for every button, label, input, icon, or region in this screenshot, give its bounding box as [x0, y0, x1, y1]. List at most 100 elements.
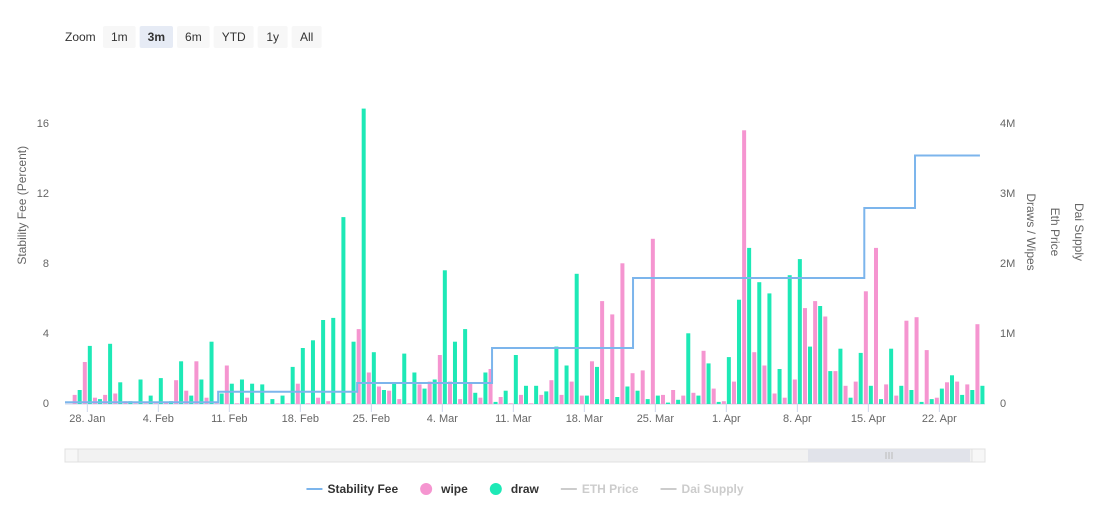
legend-label[interactable]: ETH Price: [582, 482, 639, 496]
bar: [143, 403, 148, 404]
bar: [620, 263, 625, 404]
bar: [523, 385, 528, 404]
range-button[interactable]: [103, 26, 136, 48]
y-tick-label: 4: [43, 328, 49, 340]
legend-symbol: [420, 483, 433, 495]
bar: [108, 343, 113, 404]
bar: [848, 397, 853, 404]
bar: [823, 316, 828, 404]
bar: [229, 383, 234, 404]
bar: [310, 340, 315, 404]
scrollbar-left-button[interactable]: [64, 448, 79, 463]
bar: [813, 301, 818, 404]
bar: [610, 314, 615, 404]
bar: [463, 329, 468, 404]
y2-tick-label: 3M: [1000, 188, 1015, 200]
bar: [584, 395, 589, 404]
range-button[interactable]: [257, 26, 288, 48]
bar: [747, 247, 752, 404]
bar: [529, 403, 534, 404]
bar: [924, 350, 929, 404]
bar: [605, 399, 610, 404]
bar: [919, 401, 924, 404]
scrollbar-right-button[interactable]: [971, 448, 986, 463]
legend-label[interactable]: wipe: [440, 482, 468, 496]
range-button[interactable]: [213, 26, 254, 48]
bar: [539, 394, 544, 404]
range-button-label[interactable]: YTD: [222, 30, 246, 44]
bar: [422, 388, 427, 404]
y2-tick-label: 1M: [1000, 328, 1015, 340]
x-tick-label: 4. Feb: [143, 413, 174, 425]
bar: [346, 403, 351, 404]
bar: [103, 394, 108, 404]
range-button[interactable]: [177, 26, 210, 48]
bar: [838, 348, 843, 404]
x-tick-label: 28. Jan: [69, 413, 105, 425]
x-tick-label: 25. Feb: [353, 413, 390, 425]
bar: [534, 385, 539, 404]
range-button[interactable]: [291, 26, 322, 48]
x-tick-label: 1. Apr: [712, 413, 741, 425]
bar: [544, 391, 549, 404]
zoom-label: Zoom: [65, 30, 96, 44]
bar: [366, 372, 371, 404]
y2-axis-title: Eth Price: [1048, 208, 1062, 257]
bar: [949, 375, 954, 404]
bar: [295, 383, 300, 404]
range-button-label[interactable]: 6m: [185, 30, 202, 44]
bar: [316, 397, 321, 404]
y2-axis-title: Dai Supply: [1072, 203, 1086, 261]
legend-label[interactable]: Dai Supply: [682, 482, 744, 496]
bar: [503, 390, 508, 404]
bar: [868, 385, 873, 404]
bar: [326, 401, 331, 404]
bar: [696, 395, 701, 404]
bar: [742, 130, 747, 405]
bar: [843, 385, 848, 404]
y-tick-label: 8: [43, 258, 49, 270]
bar: [118, 382, 123, 404]
bar: [574, 273, 579, 404]
bar: [615, 397, 620, 404]
bar: [387, 390, 392, 404]
legend-label[interactable]: Stability Fee: [327, 482, 398, 496]
bar: [955, 381, 960, 404]
legend-label[interactable]: draw: [511, 482, 540, 496]
bar: [473, 392, 478, 404]
range-button-label[interactable]: 1m: [111, 30, 128, 44]
bar: [665, 402, 670, 404]
bar: [797, 259, 802, 404]
bar: [224, 365, 229, 404]
bar: [894, 395, 899, 404]
bar: [508, 403, 513, 404]
y2-tick-label: 0: [1000, 398, 1006, 410]
bar: [305, 403, 310, 404]
bar: [767, 293, 772, 404]
range-button-label[interactable]: 1y: [266, 30, 279, 44]
bar: [513, 355, 518, 404]
y-axis-title: Stability Fee (Percent): [15, 146, 29, 265]
y2-tick-label: 4M: [1000, 118, 1015, 130]
x-tick-label: 11. Feb: [211, 413, 248, 425]
bar: [417, 384, 422, 404]
bar: [833, 371, 838, 404]
bar: [468, 383, 473, 404]
bar: [255, 403, 260, 404]
range-button[interactable]: [139, 26, 174, 48]
bar: [138, 379, 143, 404]
bar: [757, 282, 762, 404]
bar: [554, 346, 559, 404]
bar: [285, 403, 290, 404]
bar: [681, 395, 686, 404]
bar: [397, 399, 402, 404]
bar: [889, 348, 894, 404]
bar: [772, 393, 777, 404]
range-button-label[interactable]: All: [300, 30, 313, 44]
x-tick-label: 15. Apr: [851, 413, 886, 425]
bar: [899, 385, 904, 404]
bar: [77, 390, 82, 404]
range-button-label[interactable]: 3m: [148, 30, 165, 44]
bar: [965, 384, 970, 404]
